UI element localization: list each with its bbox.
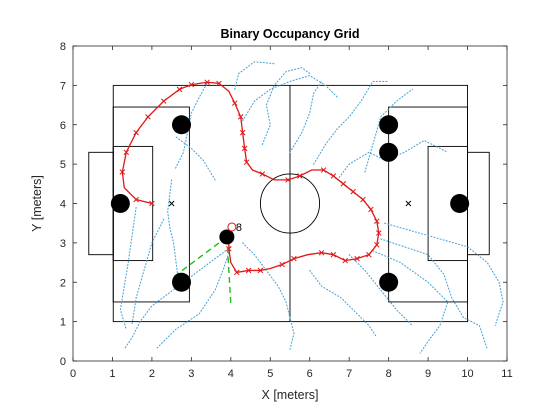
obstacle-point [172,273,191,292]
y-tick-label: 5 [60,159,66,171]
y-tick-label: 6 [60,120,66,132]
y-tick-label: 0 [60,356,66,368]
y-axis-label: Y [meters] [30,175,44,232]
obstacle-point [379,273,398,292]
x-tick-label: 5 [267,368,273,380]
x-tick-label: 2 [149,368,155,380]
x-tick-label: 9 [425,368,431,380]
y-tick-label: 7 [60,80,66,92]
obstacle-point [450,194,469,213]
y-tick-label: 2 [60,277,66,289]
x-tick-label: 6 [307,368,313,380]
obstacle-point [172,115,191,134]
x-tick-label: 11 [501,368,512,380]
x-tick-label: 7 [346,368,352,380]
robot-label: 8 [236,222,242,234]
x-tick-label: 4 [228,368,234,380]
obstacle-point [379,115,398,134]
x-axis-label: X [meters] [262,388,319,402]
obstacle-point [379,143,398,162]
robot-marker [219,229,234,244]
y-tick-label: 8 [60,41,66,53]
y-tick-label: 3 [60,238,66,250]
chart-title: Binary Occupancy Grid [221,27,360,41]
x-tick-label: 10 [461,368,473,380]
x-tick-label: 8 [386,368,392,380]
x-tick-label: 3 [188,368,194,380]
x-tick-label: 1 [109,368,115,380]
y-tick-label: 1 [60,317,66,329]
obstacle-point [111,194,130,213]
y-tick-label: 4 [60,199,66,211]
x-tick-label: 0 [70,368,76,380]
